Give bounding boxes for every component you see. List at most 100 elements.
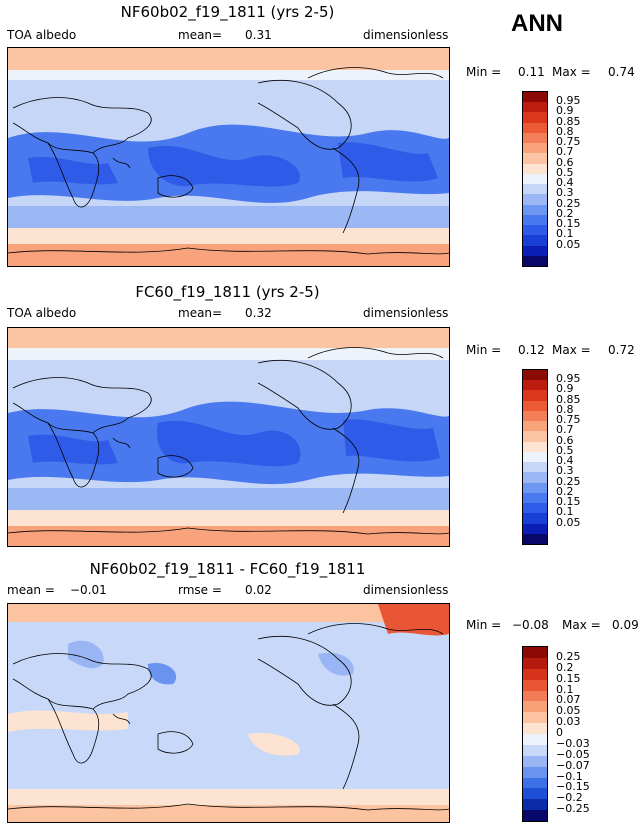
colorbar-swatch <box>523 668 547 680</box>
panel3-max-label: Max = <box>562 618 601 632</box>
colorbar-tick-label: 0.95 <box>556 372 581 386</box>
panel2-max-label: Max = <box>552 343 591 357</box>
colorbar-tick-label: 0.1 <box>556 505 574 519</box>
colorbar-swatch <box>523 92 547 103</box>
colorbar-swatch <box>523 788 547 800</box>
colorbar-swatch <box>523 204 547 215</box>
panel2-units: dimensionless <box>363 306 449 320</box>
panel2-variable-label: TOA albedo <box>7 306 77 320</box>
colorbar-swatch <box>523 441 547 452</box>
colorbar-swatch <box>523 679 547 691</box>
panel1-colorbar <box>522 91 548 267</box>
colorbar-swatch <box>523 132 547 144</box>
panel3-max-value: 0.09 <box>612 618 639 632</box>
panel2-colorbar <box>522 369 548 545</box>
panel3-title: NF60b02_f19_1811 - FC60_f19_1811 <box>89 560 366 578</box>
colorbar-tick-label: 0.25 <box>556 649 581 663</box>
panel3-rmse-label: rmse = <box>178 583 222 597</box>
colorbar-tick-label: 0.5 <box>556 165 574 179</box>
season-label: ANN <box>511 10 563 37</box>
colorbar-swatch <box>523 647 547 658</box>
colorbar-tick-label: 0.1 <box>556 682 574 696</box>
colorbar-tick-label: 0.05 <box>556 237 581 251</box>
colorbar-swatch <box>523 255 547 266</box>
colorbar-swatch <box>523 431 547 442</box>
colorbar-tick-label: 0.15 <box>556 671 581 685</box>
colorbar-swatch <box>523 400 547 411</box>
colorbar-swatch <box>523 690 547 702</box>
colorbar-swatch <box>523 225 547 236</box>
colorbar-tick-label: 0.4 <box>556 454 574 468</box>
colorbar-tick-label: 0.9 <box>556 104 574 118</box>
colorbar-tick-label: 0.75 <box>556 413 581 427</box>
colorbar-swatch <box>523 194 547 205</box>
colorbar-swatch <box>523 734 547 745</box>
colorbar-tick-label: 0.2 <box>556 206 574 220</box>
colorbar-swatch <box>523 245 547 256</box>
colorbar-tick-label: 0.3 <box>556 464 574 478</box>
colorbar-swatch <box>523 462 547 473</box>
panel2-mean-value: 0.32 <box>245 306 272 320</box>
colorbar-tick-label: 0.15 <box>556 217 581 231</box>
panel1-max-value: 0.74 <box>608 65 635 79</box>
colorbar-swatch <box>523 214 547 226</box>
panel3-map <box>7 603 450 823</box>
colorbar-tick-label: 0.05 <box>556 704 581 718</box>
panel1-min-label: Min = <box>466 65 502 79</box>
colorbar-swatch <box>523 744 547 756</box>
colorbar-swatch <box>523 451 547 463</box>
colorbar-tick-label: 0.6 <box>556 433 574 447</box>
colorbar-swatch <box>523 657 547 669</box>
colorbar-swatch <box>523 766 547 778</box>
colorbar-tick-label: −0.2 <box>556 791 583 805</box>
panel1-units: dimensionless <box>363 28 449 42</box>
colorbar-swatch <box>523 153 547 164</box>
colorbar-tick-label: 0.03 <box>556 715 581 729</box>
colorbar-swatch <box>523 421 547 432</box>
panel2-min-label: Min = <box>466 343 502 357</box>
panel3-units: dimensionless <box>363 583 449 597</box>
colorbar-tick-label: 0.07 <box>556 693 581 707</box>
panel2-title: FC60_f19_1811 (yrs 2-5) <box>135 283 320 301</box>
colorbar-swatch <box>523 701 547 713</box>
colorbar-tick-label: −0.1 <box>556 769 583 783</box>
colorbar-tick-label: 0.1 <box>556 227 574 241</box>
colorbar-tick-label: −0.07 <box>556 758 590 772</box>
colorbar-swatch <box>523 380 547 391</box>
colorbar-tick-label: 0.6 <box>556 155 574 169</box>
colorbar-tick-label: −0.25 <box>556 802 590 816</box>
colorbar-swatch <box>523 723 547 734</box>
colorbar-tick-label: 0.05 <box>556 515 581 529</box>
colorbar-swatch <box>523 523 547 534</box>
panel1-max-label: Max = <box>552 65 591 79</box>
colorbar-swatch <box>523 235 547 246</box>
colorbar-swatch <box>523 799 547 811</box>
colorbar-swatch <box>523 503 547 514</box>
colorbar-swatch <box>523 390 547 401</box>
colorbar-tick-label: 0.15 <box>556 495 581 509</box>
colorbar-swatch <box>523 712 547 724</box>
panel1-mean-value: 0.31 <box>245 28 272 42</box>
colorbar-swatch <box>523 492 547 504</box>
colorbar-swatch <box>523 513 547 524</box>
colorbar-tick-label: 0.25 <box>556 474 581 488</box>
colorbar-swatch <box>523 755 547 767</box>
colorbar-swatch <box>523 777 547 789</box>
colorbar-tick-label: 0.25 <box>556 196 581 210</box>
colorbar-tick-label: 0 <box>556 726 563 739</box>
colorbar-tick-label: 0.8 <box>556 124 574 138</box>
colorbar-tick-label: 0.2 <box>556 660 574 674</box>
colorbar-tick-label: −0.15 <box>556 780 590 794</box>
colorbar-tick-label: 0.5 <box>556 443 574 457</box>
panel3-rmse-value: 0.02 <box>245 583 272 597</box>
colorbar-swatch <box>523 163 547 174</box>
colorbar-tick-label: 0.85 <box>556 392 581 406</box>
panel2-max-value: 0.72 <box>608 343 635 357</box>
colorbar-swatch <box>523 482 547 493</box>
colorbar-swatch <box>523 122 547 133</box>
panel2-min-value: 0.12 <box>518 343 545 357</box>
colorbar-swatch <box>523 810 547 821</box>
colorbar-tick-label: 0.7 <box>556 145 574 159</box>
panel3-mean-label: mean = <box>7 583 55 597</box>
colorbar-swatch <box>523 472 547 483</box>
